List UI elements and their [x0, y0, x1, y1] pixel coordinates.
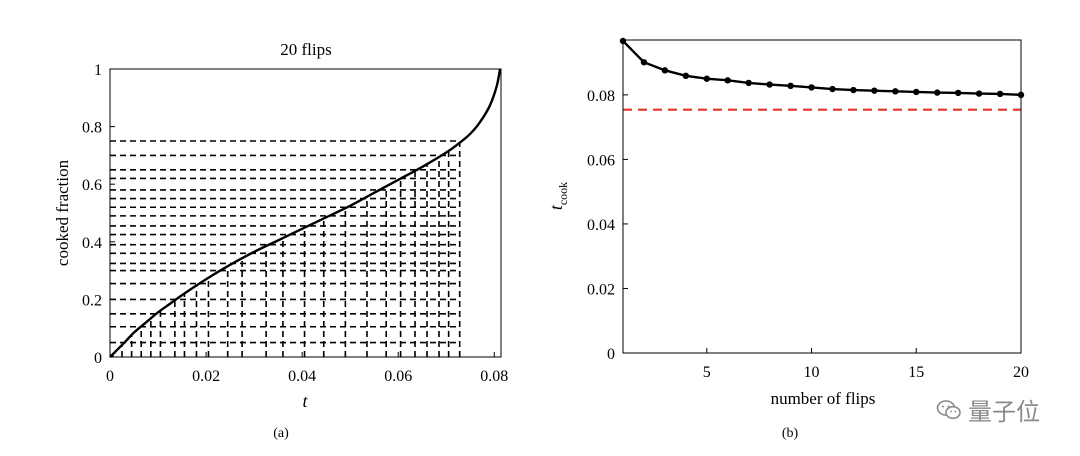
data-point: [892, 88, 899, 95]
y-tick-label: 0.8: [82, 120, 102, 137]
panel-b: 5 10 15 20 0 0.02 0.04 0.06 0.08 number of flip…: [546, 37, 1029, 441]
x-tick-label: 20: [1013, 364, 1029, 381]
cooked-fraction-curve: [109, 68, 502, 358]
svg-text:tcook: tcook: [546, 182, 570, 210]
y-tick-label: 0: [607, 346, 615, 363]
x-tick-label: 10: [804, 364, 820, 381]
data-point: [745, 79, 752, 87]
x-tick-label: 0.08: [480, 368, 508, 385]
x-tick-label: 0.02: [192, 368, 220, 385]
chart-b-xlabel: number of flips: [771, 389, 876, 408]
data-point: [724, 77, 731, 84]
chart-b-ylabel: tcook: [546, 182, 570, 210]
chart-b-y-ticks: 0 0.02 0.04 0.06 0.08: [587, 88, 628, 363]
panel-a-label: (a): [273, 426, 289, 441]
data-point: [787, 82, 794, 90]
data-point: [661, 67, 669, 74]
chart-b-ylabel-main: t: [546, 204, 566, 210]
chart-a-title: 20 flips: [280, 40, 331, 59]
y-tick-label: 0.04: [587, 217, 615, 234]
wechat-icon: [936, 399, 961, 419]
data-point: [954, 89, 962, 97]
data-point: [850, 86, 857, 94]
chart-a-plot-area: [109, 68, 502, 358]
chart-a-xlabel: t: [302, 391, 308, 411]
x-tick-label: 0.06: [384, 368, 412, 385]
data-point: [766, 81, 773, 88]
x-tick-label: 15: [908, 364, 924, 381]
chart-a-ylabel: cooked fraction: [53, 159, 72, 266]
chart-a-frame: [109, 68, 502, 358]
y-tick-label: 0.4: [82, 235, 102, 252]
y-tick-label: 0.6: [82, 177, 102, 194]
watermark: 量子位: [936, 392, 1040, 427]
data-point: [682, 72, 690, 80]
y-tick-label: 0.06: [587, 152, 615, 169]
chart-a-x-ticks: 0 0.02 0.04 0.06 0.08: [106, 352, 508, 385]
data-point: [934, 89, 941, 96]
data-point: [871, 87, 878, 94]
y-tick-label: 0.08: [587, 88, 615, 105]
panel-a: 20 flips 0 0.02 0.04 0.06 0.08 0 0.2 0.4 0.6 0.8…: [53, 40, 508, 441]
chart-b-plot-area: [619, 37, 1025, 111]
t-cook-series-line: [622, 40, 1022, 97]
watermark-text: 量子位: [968, 398, 1040, 426]
chart-b-ylabel-sub: cook: [556, 182, 570, 205]
y-tick-label: 0.02: [587, 281, 615, 298]
y-tick-label: 0: [94, 350, 102, 367]
x-tick-label: 0: [106, 368, 114, 385]
y-tick-label: 0.2: [82, 292, 102, 309]
x-tick-label: 0.04: [288, 368, 316, 385]
data-point: [703, 75, 710, 82]
data-point: [640, 59, 648, 66]
y-tick-label: 1: [94, 62, 102, 79]
x-tick-label: 5: [703, 364, 711, 381]
chart-a-y-ticks: 0 0.2 0.4 0.6 0.8 1: [82, 62, 115, 367]
data-point: [975, 90, 983, 97]
data-point: [829, 85, 836, 93]
chart-b-frame: [622, 39, 1022, 354]
data-point: [808, 84, 815, 91]
data-point: [913, 88, 920, 96]
panel-b-label: (b): [782, 426, 799, 441]
data-point: [996, 90, 1004, 98]
chart-b-x-ticks: 5 10 15 20: [703, 348, 1029, 381]
